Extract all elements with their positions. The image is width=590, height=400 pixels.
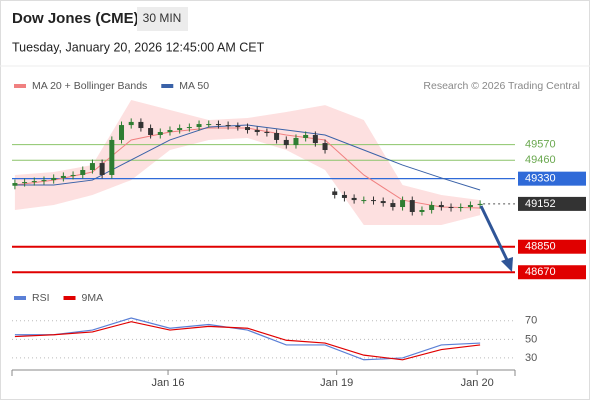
candle-body (167, 130, 173, 133)
indicator-line (14, 321, 481, 361)
candle-body (206, 124, 212, 126)
candle-body (109, 139, 115, 175)
legend-label: MA 20 + Bollinger Bands (32, 80, 147, 92)
candle-body (148, 128, 154, 135)
y-tick-label: 70 (525, 315, 537, 327)
level-label: 48850 (525, 241, 556, 253)
candle-body (467, 205, 473, 208)
candle-body (477, 203, 483, 206)
candle-body (215, 124, 221, 126)
candle-body (138, 121, 144, 129)
candle-body (390, 203, 396, 208)
candle-body (196, 124, 202, 128)
candle-body (254, 130, 260, 133)
source: Research © 2026 Trading Central (423, 80, 580, 92)
bollinger-band (14, 99, 481, 226)
candle-body (458, 207, 464, 209)
legend-swatch (161, 84, 174, 88)
candle-body (380, 201, 386, 204)
candle-body (264, 132, 270, 134)
legend-label: MA 50 (179, 80, 209, 92)
candle-body (293, 137, 299, 146)
timeframe-box[interactable] (137, 7, 188, 31)
candle-body (332, 191, 338, 195)
candle-body (89, 163, 95, 171)
level-label: 49330 (525, 173, 556, 185)
candle-body (235, 126, 241, 128)
level-box (518, 265, 586, 280)
candle-body (419, 209, 425, 212)
candle-body (283, 139, 289, 146)
candle-body (400, 200, 406, 208)
indicator-line (14, 317, 481, 361)
timeframe[interactable]: 30 MIN (143, 11, 182, 25)
legend-swatch (14, 296, 26, 300)
candle-body (99, 163, 105, 175)
candle-body (245, 127, 251, 131)
candle-body (70, 174, 76, 176)
candle-body (341, 194, 347, 198)
legend-swatch (14, 84, 26, 88)
y-tick-label: 50 (525, 333, 537, 345)
y-tick-label: 30 (525, 352, 537, 364)
level-label: 49460 (525, 154, 556, 166)
candle-body (429, 205, 435, 210)
candle-body (438, 205, 444, 208)
legend-label: 9MA (82, 292, 104, 304)
level-box (518, 196, 586, 211)
arrow-head (501, 257, 513, 272)
legend-label: RSI (32, 292, 50, 304)
level-box (518, 239, 586, 254)
candle-body (303, 134, 309, 138)
candle-body (80, 170, 86, 175)
datetime: Tuesday, January 20, 2026 12:45:00 AM CE… (12, 40, 265, 54)
candle-body (128, 121, 134, 126)
candle-body (12, 183, 18, 186)
candle-body (60, 175, 66, 178)
x-tick-label: Jan 16 (152, 377, 185, 389)
candle-body (409, 200, 415, 212)
level-label: 48670 (525, 266, 556, 278)
level-label: 49152 (525, 198, 556, 210)
instrument-title: Dow Jones (CME) (12, 10, 139, 27)
level-box (518, 171, 586, 186)
x-tick-label: Jan 20 (461, 377, 494, 389)
forecast-arrow (479, 205, 513, 272)
candle-body (274, 133, 280, 140)
candle-body (361, 200, 367, 202)
candle-body (371, 200, 377, 202)
candle-body (351, 197, 357, 201)
legend-swatch (63, 296, 76, 300)
candle-body (186, 127, 192, 129)
level-label: 49570 (525, 139, 556, 151)
candle-body (312, 134, 318, 144)
candle-body (51, 177, 57, 181)
candle-body (448, 207, 454, 209)
candle-body (41, 180, 47, 182)
arrow-shaft (479, 205, 510, 263)
candle-body (177, 128, 183, 131)
candle-body (322, 143, 328, 151)
x-tick-label: Jan 19 (320, 377, 353, 389)
candle-body (119, 125, 125, 140)
candle-body (31, 181, 37, 183)
candle-body (157, 132, 163, 135)
candle-body (225, 125, 231, 127)
candle-body (22, 182, 28, 184)
